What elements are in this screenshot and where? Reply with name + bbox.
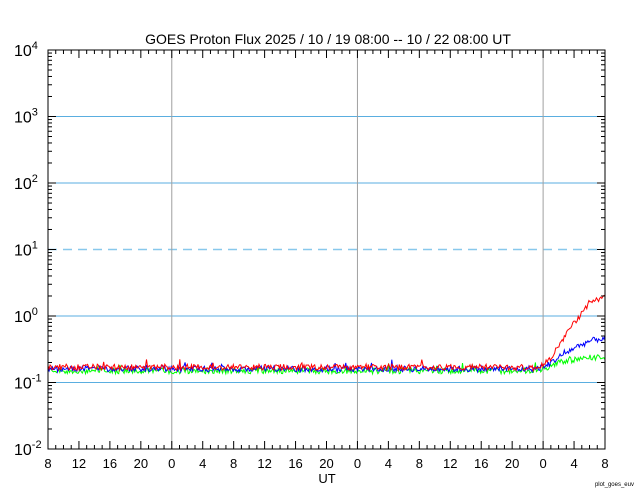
x-tick-label: 12 [257, 456, 271, 471]
x-tick-label: 8 [230, 456, 237, 471]
x-tick-label: 8 [44, 456, 51, 471]
x-tick-label: 16 [288, 456, 302, 471]
x-tick-label: 8 [601, 456, 608, 471]
y-tick-label: 101 [14, 240, 38, 260]
x-tick-label: 16 [474, 456, 488, 471]
x-tick-label: 4 [199, 456, 206, 471]
y-tick-label: 102 [14, 173, 38, 193]
x-tick-label: 0 [539, 456, 546, 471]
series-group [47, 294, 606, 376]
x-tick-label: 0 [354, 456, 361, 471]
series-line [47, 354, 606, 376]
x-tick-label: 16 [103, 456, 117, 471]
x-tick-label: 20 [134, 456, 148, 471]
x-tick-label: 12 [443, 456, 457, 471]
y-tick-label: 104 [14, 40, 38, 60]
x-tick-label: 20 [319, 456, 333, 471]
series-line [47, 294, 606, 373]
y-tick-label: 10-2 [14, 439, 42, 459]
x-tick-label: 12 [72, 456, 86, 471]
chart-title: GOES Proton Flux 2025 / 10 / 19 08:00 --… [145, 31, 511, 47]
x-tick-label: 0 [168, 456, 175, 471]
x-tick-label: 20 [505, 456, 519, 471]
y-tick-label: 10-1 [14, 373, 42, 393]
x-tick-label: 4 [385, 456, 392, 471]
y-tick-label: 100 [14, 306, 38, 326]
x-axis-label: UT [318, 471, 335, 486]
series-line [47, 334, 606, 374]
credit-label: plot_goes_euv [595, 482, 634, 488]
grid-lines [48, 50, 605, 449]
x-tick-label: 4 [570, 456, 577, 471]
y-tick-label: 103 [14, 107, 38, 127]
x-tick-label: 8 [416, 456, 423, 471]
